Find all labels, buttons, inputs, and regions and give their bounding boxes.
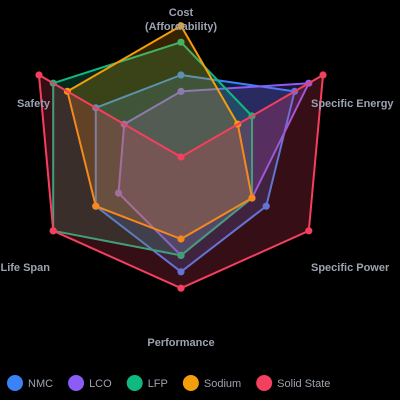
data-point-solid-state-safety	[35, 71, 43, 79]
data-point-solid-state-performance	[177, 284, 185, 292]
legend-item-solid-state[interactable]: Solid State	[256, 375, 330, 391]
legend-swatch-nmc	[7, 375, 23, 391]
data-point-nmc-specific-power	[262, 202, 270, 210]
legend-swatch-sodium	[182, 375, 199, 391]
axis-label-cost-affordability: Cost (Affordability)	[145, 7, 217, 33]
axis-label-life-span: Life Span	[0, 262, 50, 274]
data-point-solid-state-specific-energy	[319, 71, 327, 79]
legend-item-nmc[interactable]: NMC	[7, 375, 53, 391]
legend-item-lfp[interactable]: LFP	[126, 375, 168, 391]
series-layer	[35, 22, 327, 292]
data-point-solid-state-life-span	[49, 227, 57, 235]
axis-label-safety: Safety	[17, 98, 51, 110]
legend-label-nmc: NMC	[28, 378, 53, 390]
legend-label-lco: LCO	[89, 378, 112, 390]
data-point-lfp-performance	[177, 251, 185, 259]
data-point-lco-cost-affordability	[177, 87, 185, 95]
data-point-sodium-cost-affordability	[177, 22, 185, 30]
series-solid-state	[35, 71, 327, 292]
data-point-nmc-performance	[177, 268, 185, 276]
legend-swatch-solid-state	[256, 375, 273, 391]
legend-item-sodium[interactable]: Sodium	[182, 375, 241, 391]
data-point-solid-state-cost-affordability	[177, 153, 185, 161]
axis-label-specific-power: Specific Power	[311, 262, 390, 274]
legend-swatch-lfp	[126, 375, 143, 391]
legend-label-lfp: LFP	[148, 378, 168, 390]
data-point-nmc-cost-affordability	[177, 71, 185, 79]
data-point-lfp-cost-affordability	[177, 38, 185, 46]
legend[interactable]: NMC LCO LFP Sodium Solid State	[7, 375, 330, 391]
axis-label-performance: Performance	[147, 337, 214, 349]
data-point-lco-life-span	[114, 189, 123, 197]
legend-label-sodium: Sodium	[204, 378, 241, 390]
legend-swatch-lco	[68, 375, 85, 391]
legend-item-lco[interactable]: LCO	[68, 375, 112, 391]
data-point-sodium-specific-power	[248, 194, 256, 202]
data-point-sodium-life-span	[92, 202, 100, 210]
legend-label-solid-state: Solid State	[277, 378, 330, 390]
axis-labels: Cost (Affordability) Specific Energy Specif…	[0, 7, 394, 349]
data-point-sodium-performance	[177, 235, 185, 243]
data-point-solid-state-specific-power	[305, 227, 313, 235]
axis-label-specific-energy: Specific Energy	[311, 98, 394, 110]
